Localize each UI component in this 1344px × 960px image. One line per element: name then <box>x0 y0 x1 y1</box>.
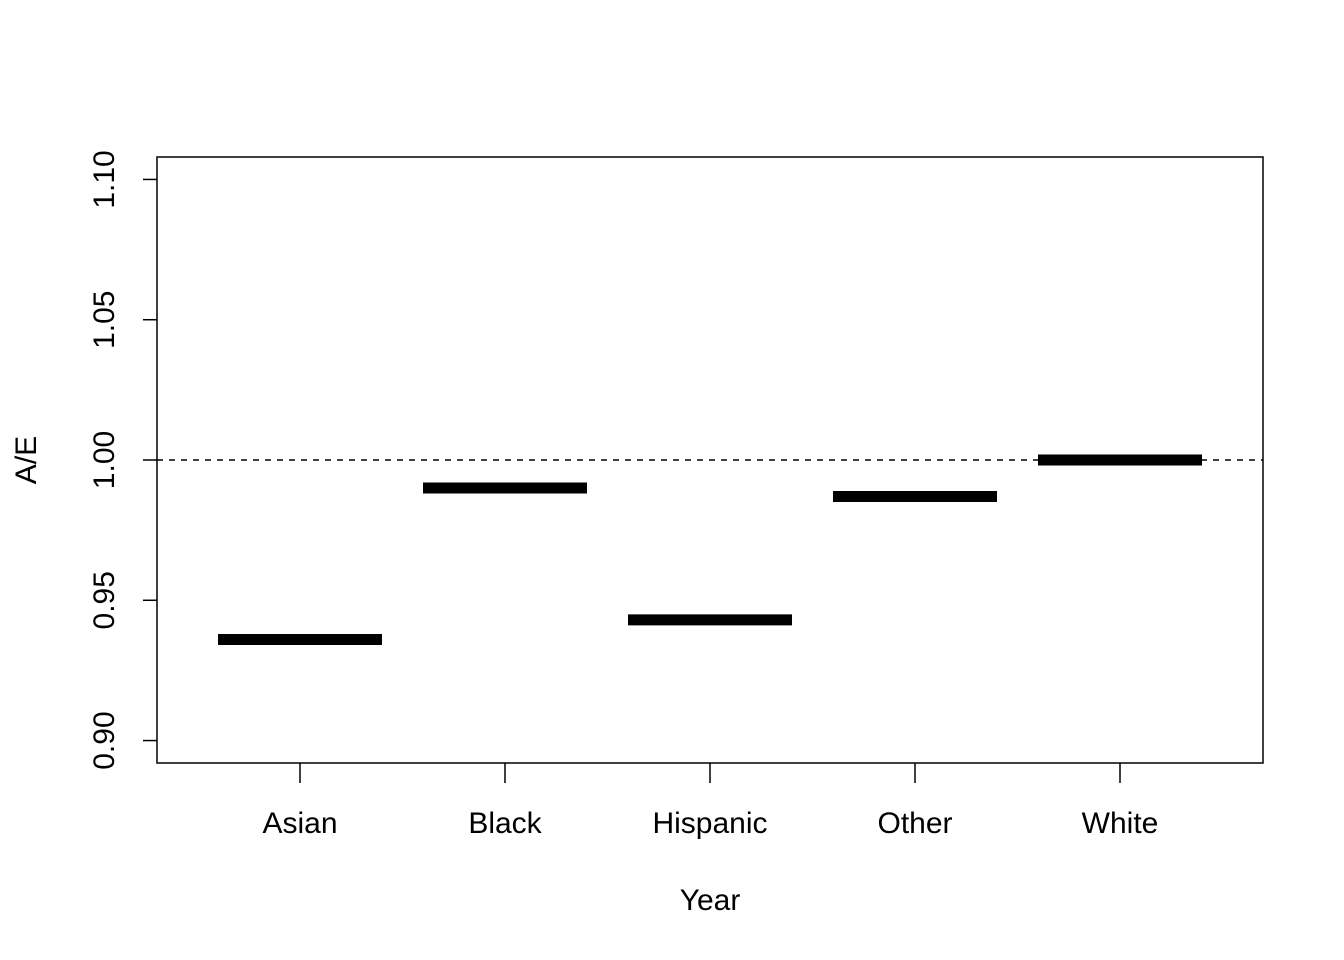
x-tick-label: Hispanic <box>652 807 767 840</box>
y-tick-label: 1.10 <box>88 150 121 208</box>
y-axis-tick-labels: 0.90 0.95 1.00 1.05 1.10 <box>88 150 121 770</box>
y-tick-label: 0.90 <box>88 711 121 769</box>
y-axis-ticks <box>143 178 157 742</box>
x-tick-label: Asian <box>262 807 337 840</box>
x-axis-tick-labels: Asian Black Hispanic Other White <box>262 807 1158 840</box>
y-tick-label: 1.00 <box>88 431 121 489</box>
x-tick-label: White <box>1082 807 1159 840</box>
y-tick-label: 1.05 <box>88 291 121 349</box>
data-marks <box>218 454 1202 646</box>
x-tick-label: Black <box>468 807 542 840</box>
y-axis-label: A/E <box>10 436 43 484</box>
y-tick-label: 0.95 <box>88 571 121 629</box>
x-axis-ticks <box>299 763 1121 783</box>
x-axis-label: Year <box>680 884 741 917</box>
x-tick-label: Other <box>877 807 952 840</box>
